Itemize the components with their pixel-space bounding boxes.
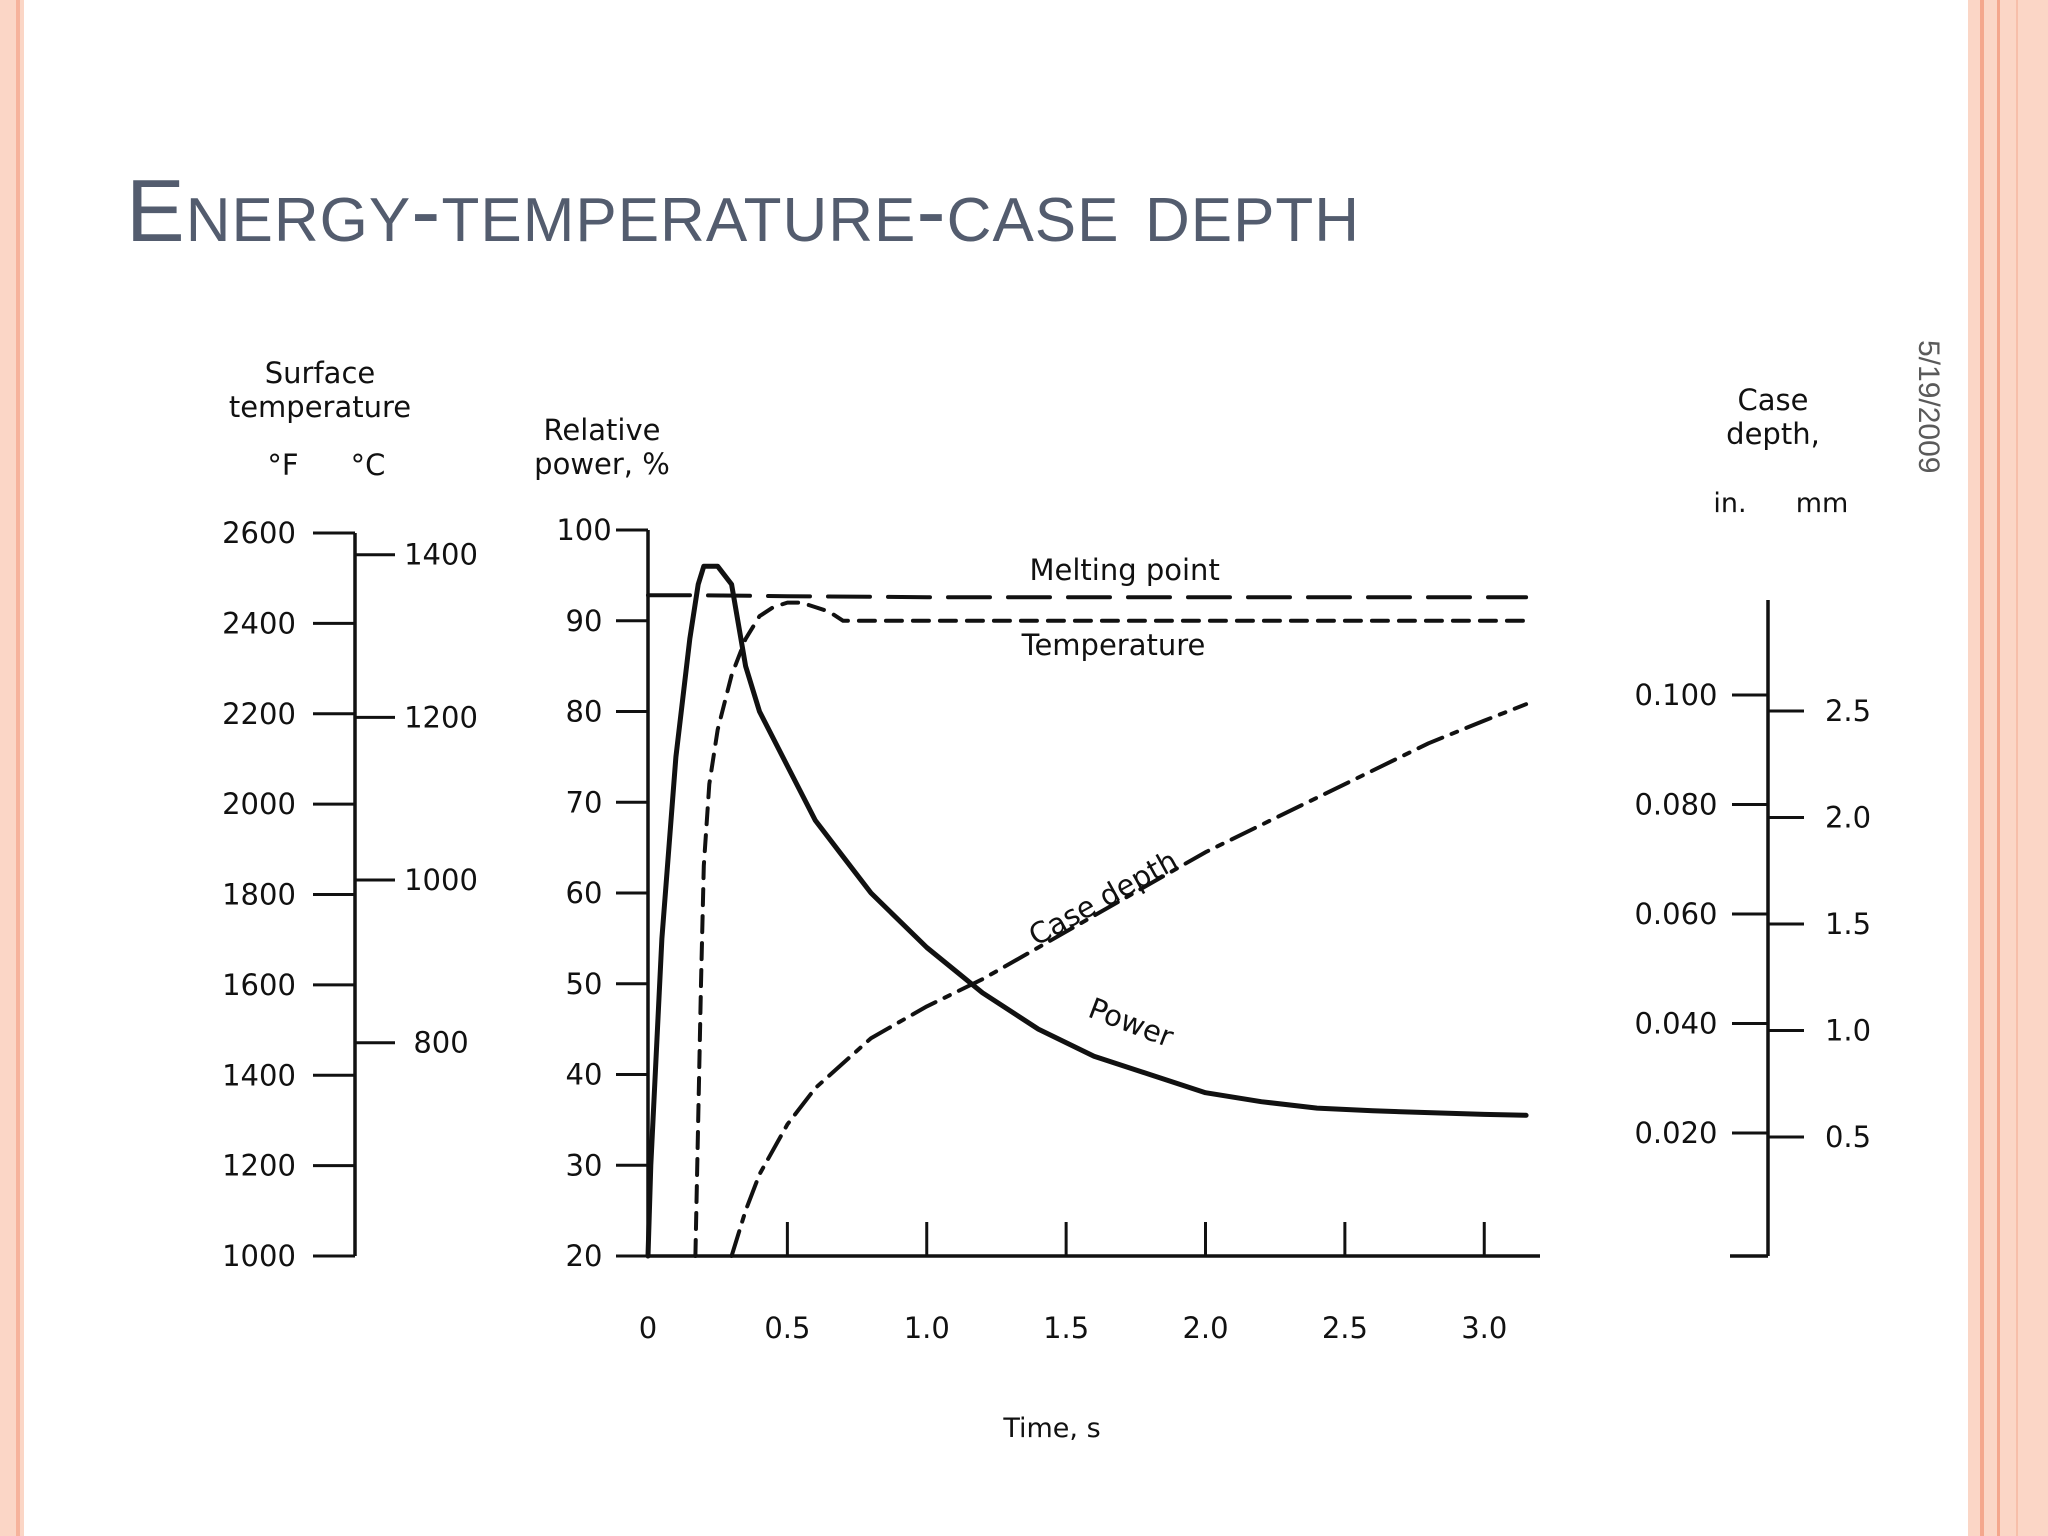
x-axis-label: Time, s bbox=[1002, 1413, 1100, 1444]
y-tick-label: 30 bbox=[566, 1148, 603, 1182]
curve-label: Power bbox=[1084, 991, 1178, 1054]
x-tick-label: 1.0 bbox=[904, 1311, 950, 1345]
celsius-tick-label: 1400 bbox=[404, 538, 478, 572]
millimeter-tick-label: 2.0 bbox=[1825, 801, 1871, 835]
y-tick-label: 60 bbox=[566, 876, 603, 910]
fahrenheit-tick-label: 2600 bbox=[222, 516, 296, 550]
celsius-unit-label: °C bbox=[351, 448, 386, 482]
fahrenheit-tick-label: 1400 bbox=[222, 1058, 296, 1092]
slide-date: 5/19/2009 bbox=[1912, 340, 1945, 474]
left-border-line bbox=[16, 0, 20, 1536]
y-axis-label-line1: Relative bbox=[544, 413, 661, 447]
right-border-line bbox=[1997, 0, 2000, 1536]
x-tick-label: 0 bbox=[639, 1311, 657, 1345]
fahrenheit-tick-label: 1800 bbox=[222, 878, 296, 912]
fahrenheit-unit-label: °F bbox=[267, 448, 298, 482]
y-tick-label: 70 bbox=[566, 785, 603, 819]
y-tick-label: 20 bbox=[566, 1239, 603, 1273]
right-border-line bbox=[2016, 0, 2018, 1536]
surface-temperature-label-line1: Surface bbox=[265, 356, 375, 390]
x-tick-label: 3.0 bbox=[1461, 1311, 1507, 1345]
celsius-tick-label: 800 bbox=[413, 1026, 468, 1060]
y-tick-label: 100 bbox=[556, 513, 611, 547]
series-line-melting-point bbox=[646, 593, 1529, 600]
x-tick-label: 0.5 bbox=[764, 1311, 810, 1345]
inch-tick-label: 0.060 bbox=[1634, 897, 1717, 931]
fahrenheit-tick-label: 1000 bbox=[222, 1239, 296, 1273]
millimeter-tick-label: 2.5 bbox=[1825, 694, 1871, 728]
celsius-tick-label: 1200 bbox=[404, 700, 478, 734]
inch-tick-label: 0.020 bbox=[1634, 1116, 1717, 1150]
case-depth-label-line2: depth, bbox=[1726, 417, 1820, 451]
curve-label: Case depth bbox=[1023, 843, 1183, 953]
inch-unit-label: in. bbox=[1713, 488, 1746, 519]
right-border-line bbox=[1980, 0, 1984, 1536]
series-line-temperature bbox=[693, 600, 1529, 1258]
series-line-case-depth bbox=[729, 702, 1529, 1258]
series-line-power bbox=[645, 563, 1529, 1259]
surface-temperature-label-line2: temperature bbox=[229, 390, 411, 424]
inch-tick-label: 0.040 bbox=[1634, 1007, 1717, 1041]
millimeter-tick-label: 1.5 bbox=[1825, 907, 1871, 941]
inch-tick-label: 0.080 bbox=[1634, 788, 1717, 822]
y-tick-label: 80 bbox=[566, 695, 603, 729]
inch-tick-label: 0.100 bbox=[1634, 678, 1717, 712]
millimeter-tick-label: 0.5 bbox=[1825, 1120, 1871, 1154]
millimeter-tick-label: 1.0 bbox=[1825, 1014, 1871, 1048]
y-tick-label: 40 bbox=[566, 1058, 603, 1092]
x-tick-label: 2.5 bbox=[1322, 1311, 1368, 1345]
x-tick-label: 2.0 bbox=[1182, 1311, 1228, 1345]
fahrenheit-tick-label: 1600 bbox=[222, 968, 296, 1002]
celsius-tick-label: 1000 bbox=[404, 863, 478, 897]
case-depth-label-line1: Case bbox=[1738, 383, 1809, 417]
y-tick-label: 90 bbox=[566, 604, 603, 638]
x-tick-label: 1.5 bbox=[1043, 1311, 1089, 1345]
fahrenheit-tick-label: 2200 bbox=[222, 697, 296, 731]
fahrenheit-tick-label: 2400 bbox=[222, 606, 296, 640]
fahrenheit-tick-label: 1200 bbox=[222, 1149, 296, 1183]
left-border bbox=[0, 0, 24, 1536]
curve-label: Temperature bbox=[1021, 628, 1206, 662]
slide-title: Energy-temperature-case depth bbox=[126, 161, 1361, 260]
fahrenheit-tick-label: 2000 bbox=[222, 787, 296, 821]
curve-label: Melting point bbox=[1030, 553, 1220, 587]
y-tick-label: 50 bbox=[566, 967, 603, 1001]
millimeter-unit-label: mm bbox=[1796, 488, 1849, 519]
y-axis-label-line2: power, % bbox=[534, 447, 670, 481]
